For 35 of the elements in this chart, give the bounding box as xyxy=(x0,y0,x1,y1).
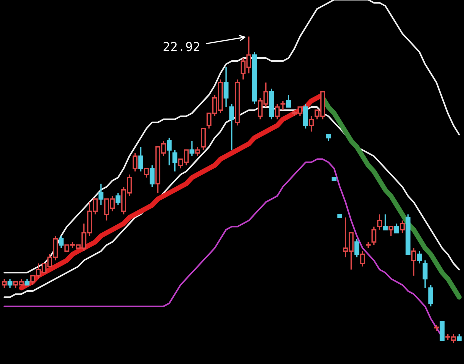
candlestick xyxy=(224,66,229,108)
candlestick xyxy=(372,226,377,246)
candlestick xyxy=(309,116,314,132)
candlestick xyxy=(116,192,121,206)
candlestick xyxy=(8,278,13,289)
candlestick xyxy=(440,321,445,341)
candlestick xyxy=(144,168,150,178)
candlestick xyxy=(132,152,138,172)
candlestick xyxy=(172,150,178,172)
annotation: 22.92 xyxy=(164,42,200,52)
candlestick xyxy=(422,260,428,289)
candlestick xyxy=(195,146,200,157)
candlestick xyxy=(428,284,434,308)
candlestick xyxy=(190,140,195,157)
candlestick xyxy=(394,223,400,234)
candlestick xyxy=(230,104,234,151)
candlestick xyxy=(383,214,388,231)
candlestick xyxy=(2,278,7,289)
candlestick xyxy=(360,250,366,268)
candlestick xyxy=(167,137,172,166)
candlestick xyxy=(417,250,422,264)
candlestick xyxy=(138,146,144,172)
candlestick xyxy=(280,100,286,111)
candlestick xyxy=(275,104,280,120)
candlestick xyxy=(400,220,406,234)
candlestick xyxy=(388,226,394,237)
candlestick xyxy=(377,214,382,231)
candlestick xyxy=(286,94,292,108)
candlestick xyxy=(98,183,104,206)
candlestick xyxy=(354,238,360,258)
candlestick xyxy=(58,235,64,249)
candlestick xyxy=(412,248,416,277)
candlestick xyxy=(201,128,206,151)
candlestick xyxy=(150,164,155,188)
candlestick xyxy=(303,104,308,130)
